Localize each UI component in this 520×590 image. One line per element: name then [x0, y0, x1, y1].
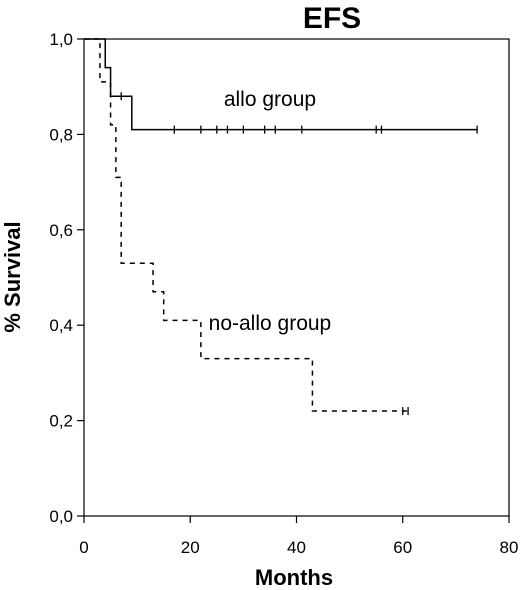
- series-annotation-allo: allo group: [224, 88, 316, 111]
- x-tick-label: 20: [181, 538, 200, 557]
- y-tick-label: 0,4: [49, 316, 73, 335]
- y-tick-label: 0,0: [49, 507, 73, 526]
- y-axis-label: % Survival: [0, 221, 25, 332]
- x-tick-label: 80: [500, 538, 519, 557]
- x-tick-label: 60: [393, 538, 412, 557]
- y-tick-label: 1,0: [49, 30, 73, 49]
- series-line-allo: [84, 38, 478, 131]
- x-axis-label: Months: [255, 565, 333, 590]
- y-tick-label: 0,6: [49, 221, 73, 240]
- chart-title: EFS: [303, 2, 361, 35]
- x-tick-label: 40: [287, 538, 306, 557]
- y-tick-label: 0,2: [49, 412, 73, 431]
- x-tick-label: 0: [79, 538, 88, 557]
- series-annotation-no-allo: no-allo group: [209, 312, 332, 335]
- y-tick-label: 0,8: [49, 125, 73, 144]
- plot-area: 0 20 40 60 80 0,0 0,2 0,4 0,6 0,8 1,0 allo group no-…: [49, 30, 518, 557]
